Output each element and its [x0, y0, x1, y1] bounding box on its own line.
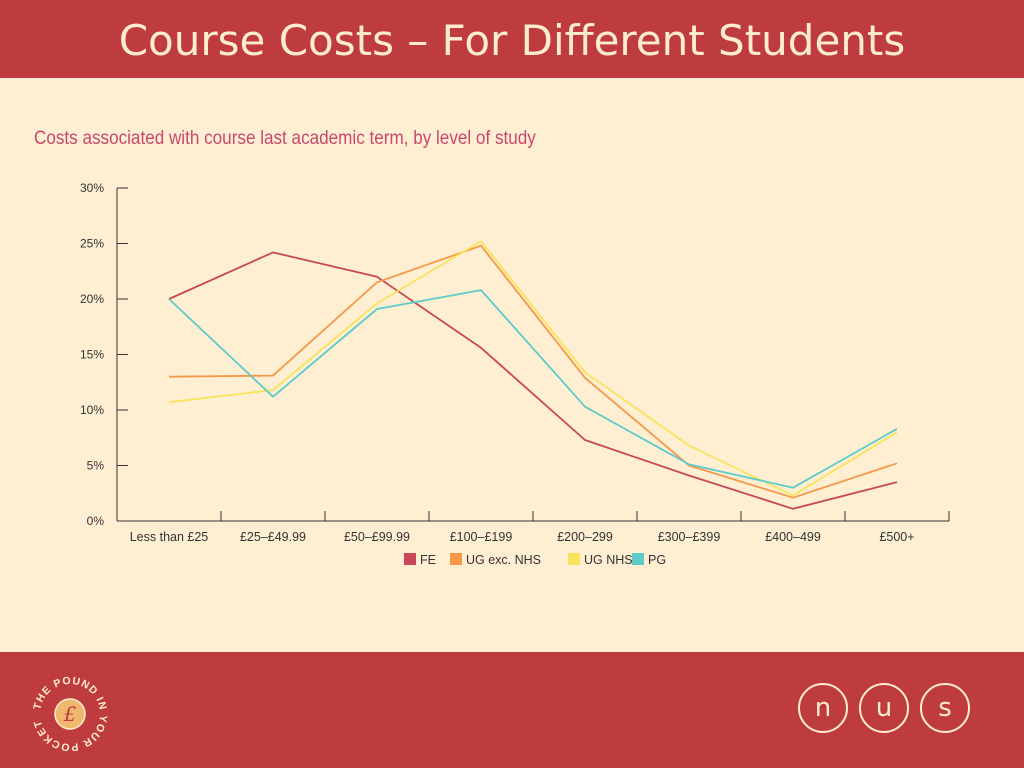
legend-swatch [632, 553, 644, 565]
series-line-fe [168, 251, 898, 510]
chart-title: Costs associated with course last academ… [34, 128, 536, 149]
y-tick-label: 10% [80, 403, 104, 417]
x-tick-label: £25–£49.99 [240, 530, 306, 544]
nus-logo-u: u [859, 683, 909, 733]
x-tick-label: £400–499 [765, 530, 821, 544]
series-line-ug-exc-nhs [168, 244, 898, 499]
x-tick-label: £50–£99.99 [344, 530, 410, 544]
legend-swatch [450, 553, 462, 565]
pound-symbol: £ [63, 702, 77, 726]
y-tick-label: 20% [80, 292, 104, 306]
x-tick-label: £200–299 [557, 530, 613, 544]
series-line-ug-nhs [168, 240, 898, 497]
y-tick-label: 25% [80, 237, 104, 251]
nus-logo-s: s [920, 683, 970, 733]
legend-label: PG [648, 553, 666, 567]
footer-bar [0, 652, 1024, 768]
line-chart: 0% 5% 10% 15% 20% 25% 30% Less than £25 £25–£49.… [80, 181, 950, 567]
x-tick-label: £300–£399 [658, 530, 721, 544]
nus-logo-n: n [798, 683, 848, 733]
x-tick-label: £500+ [879, 530, 914, 544]
y-tick-label: 15% [80, 348, 104, 362]
x-tick-label: £100–£199 [450, 530, 513, 544]
title-bar: Course Costs – For Different Students [0, 0, 1024, 78]
legend-label: UG exc. NHS [466, 553, 541, 567]
x-tick-label: Less than £25 [130, 530, 209, 544]
legend-swatch [568, 553, 580, 565]
slide-title: Course Costs – For Different Students [118, 16, 906, 65]
y-tick-label: 5% [87, 459, 105, 473]
y-tick-label: 30% [80, 181, 104, 195]
legend-label: FE [420, 553, 436, 567]
y-tick-label: 0% [87, 514, 105, 528]
legend-label: UG NHS [584, 553, 633, 567]
series-line-pg [168, 289, 898, 489]
pound-in-your-pocket-logo: £ THE POUND IN YOUR POCKET [31, 675, 108, 753]
legend-swatch [404, 553, 416, 565]
